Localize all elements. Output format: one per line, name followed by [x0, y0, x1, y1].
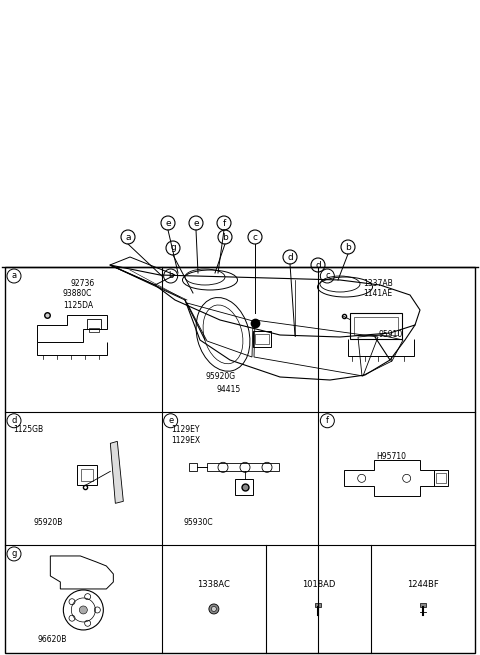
Text: H95710: H95710: [376, 452, 407, 461]
Polygon shape: [110, 441, 123, 503]
Text: 1129EY: 1129EY: [172, 425, 200, 434]
Text: 92736: 92736: [71, 278, 95, 288]
Bar: [87, 320, 101, 329]
Text: 95920B: 95920B: [33, 518, 62, 527]
Bar: [77, 465, 97, 485]
Text: 94415: 94415: [216, 385, 241, 394]
Text: 95930C: 95930C: [184, 518, 213, 527]
Text: e: e: [168, 416, 173, 425]
Text: 1125DA: 1125DA: [63, 301, 93, 310]
Bar: [253, 331, 271, 347]
Text: g: g: [12, 550, 17, 559]
Text: 1244BF: 1244BF: [407, 580, 439, 590]
Text: f: f: [222, 219, 226, 227]
Text: g: g: [170, 244, 176, 252]
Text: e: e: [193, 219, 199, 227]
Text: b: b: [168, 272, 173, 280]
Bar: [5, 267, 475, 653]
Text: c: c: [252, 233, 257, 242]
Text: 95910: 95910: [378, 330, 403, 339]
Bar: [89, 328, 99, 332]
Text: d: d: [12, 416, 17, 425]
Circle shape: [79, 606, 87, 614]
Text: a: a: [125, 233, 131, 242]
Text: d: d: [287, 252, 293, 261]
Text: a: a: [12, 272, 17, 280]
Text: 1338AC: 1338AC: [197, 580, 230, 590]
Text: 1018AD: 1018AD: [301, 580, 335, 590]
Text: 1337AB: 1337AB: [363, 278, 393, 288]
Bar: [207, 463, 279, 472]
Bar: [354, 318, 397, 335]
Text: c: c: [325, 272, 330, 280]
Text: 95920G: 95920G: [205, 372, 236, 381]
Bar: [315, 603, 321, 607]
Text: e: e: [165, 219, 171, 227]
Bar: [81, 470, 93, 481]
Bar: [189, 463, 197, 472]
Text: 1129EX: 1129EX: [172, 436, 201, 445]
Text: d: d: [315, 261, 321, 269]
Text: b: b: [222, 233, 228, 242]
Circle shape: [209, 604, 219, 614]
Text: 1141AE: 1141AE: [363, 290, 393, 299]
Text: b: b: [345, 242, 351, 252]
Bar: [433, 470, 448, 486]
Bar: [235, 479, 253, 495]
Bar: [255, 334, 269, 345]
Bar: [420, 603, 426, 607]
Text: 93880C: 93880C: [63, 290, 92, 299]
Text: 96620B: 96620B: [37, 635, 66, 643]
Bar: [436, 474, 445, 483]
Text: 1125GB: 1125GB: [13, 425, 43, 434]
Text: f: f: [326, 416, 329, 425]
Circle shape: [211, 607, 216, 612]
Bar: [349, 313, 402, 339]
